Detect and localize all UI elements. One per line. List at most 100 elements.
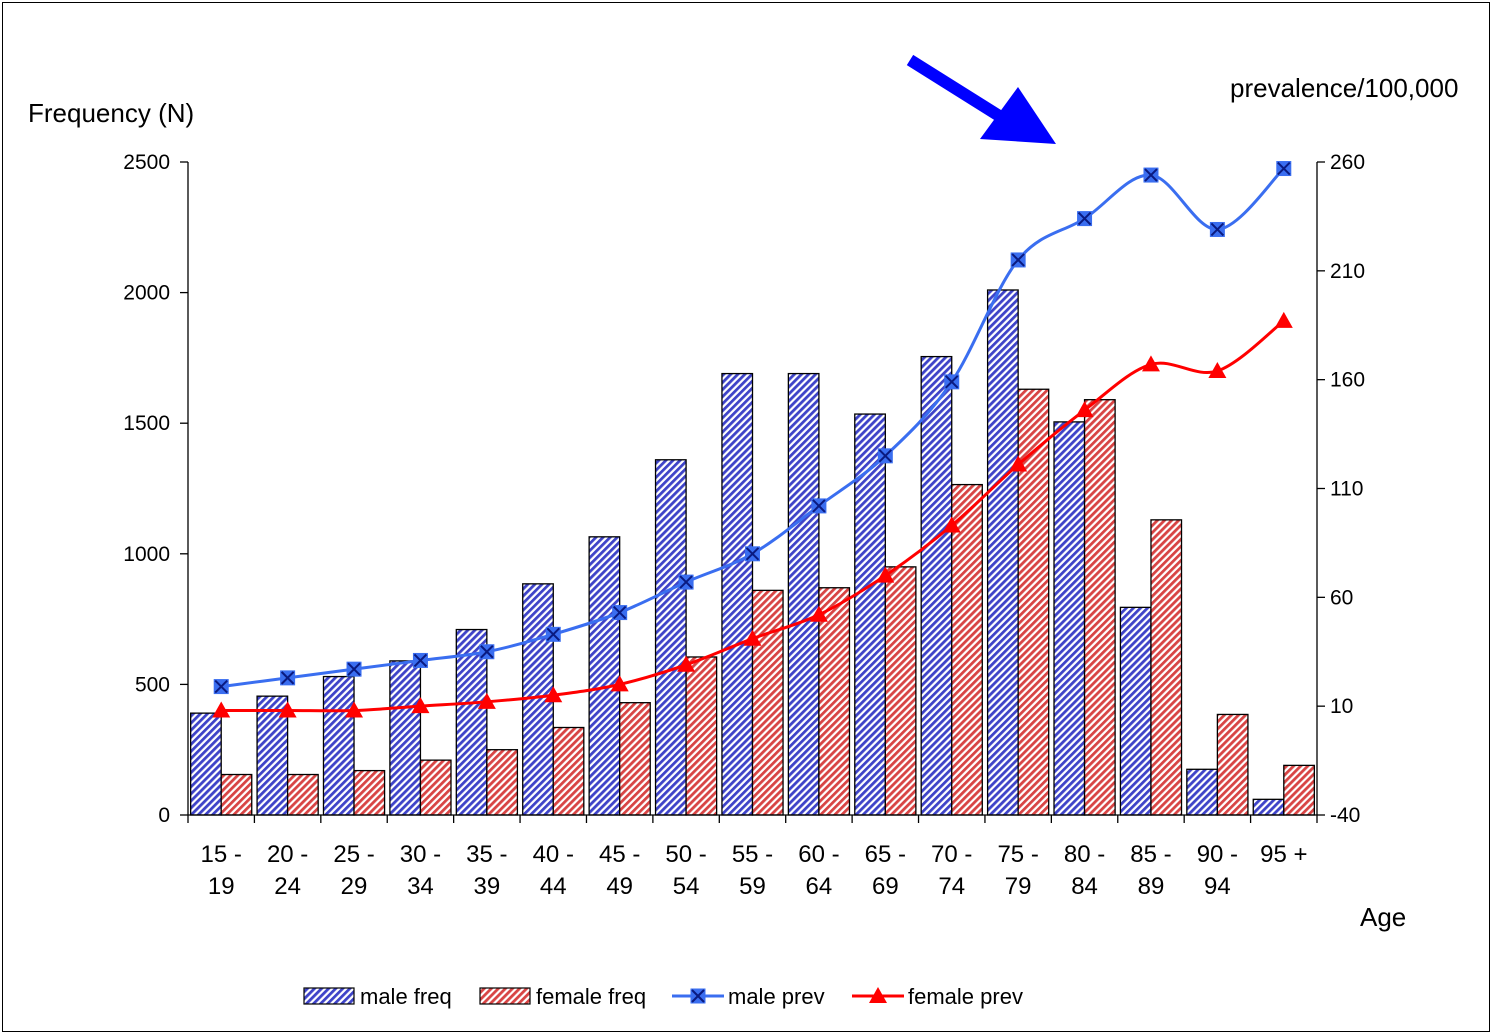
female-prev-point-17: [1274, 311, 1293, 328]
marker-x: [347, 662, 361, 676]
x-tick-label-bottom: 74: [938, 873, 965, 900]
lines: [212, 161, 1293, 718]
legend-item-4: female prev: [852, 984, 1023, 1009]
y2-tick-label: 60: [1330, 586, 1353, 609]
legend-swatch-marker: [690, 988, 706, 1004]
legend-item-3: male prev: [672, 984, 825, 1009]
x-tick-label-bottom: 34: [407, 873, 434, 900]
male-prev-point-15: [1143, 167, 1159, 183]
marker-x: [679, 575, 693, 589]
female-freq-bar-1: [220, 773, 253, 816]
legend-label: female prev: [908, 984, 1023, 1009]
female-freq-bar-3: [353, 769, 386, 816]
male-freq-bar-1: [190, 712, 222, 816]
female-prev-point-14: [1075, 401, 1094, 418]
female-prev-point-9: [743, 629, 762, 646]
male-prev-point-2: [280, 670, 296, 686]
marker-x: [1011, 253, 1025, 267]
legend-swatch: [303, 987, 355, 1005]
male-freq-bar-8: [654, 459, 687, 816]
male-prev-point-5: [479, 644, 495, 660]
female-freq-bar-12: [951, 483, 983, 816]
x-tick-label-top: 85 -: [1130, 841, 1171, 868]
female-prev-line: [221, 319, 1285, 713]
female-freq-bar-14: [1083, 399, 1116, 816]
legend-label: male prev: [728, 984, 825, 1009]
y-axis-title: Frequency (N): [28, 98, 194, 128]
marker-x: [1210, 222, 1225, 237]
female-freq-bar-7: [619, 702, 651, 816]
male-freq-bar-16: [1186, 768, 1219, 816]
male-prev-point-14: [1077, 211, 1093, 227]
marker-x: [1144, 168, 1158, 182]
x-tick-label-bottom: 39: [474, 873, 501, 900]
marker-x: [612, 605, 627, 620]
marker-x: [945, 375, 959, 389]
male-freq-bar-3: [322, 675, 355, 816]
female-prev-point-13: [1009, 455, 1028, 472]
female-prev-point-3: [345, 701, 364, 718]
y2-tick-label: 160: [1330, 369, 1365, 392]
y-tick-label: 500: [135, 673, 170, 696]
female-prev-point-6: [544, 686, 563, 703]
female-freq-bar-16: [1216, 713, 1249, 816]
male-prev-point-4: [412, 652, 428, 668]
x-tick-label-top: 70 -: [931, 841, 972, 868]
x-tick-label-bottom: 69: [872, 873, 899, 900]
male-prev-point-3: [346, 661, 362, 677]
marker-x: [280, 671, 295, 685]
marker-x: [546, 627, 560, 642]
female-freq-bar-9: [751, 589, 784, 816]
female-prev-point-4: [411, 697, 430, 714]
female-prev-point-10: [809, 605, 828, 622]
female-freq-bar-8: [685, 656, 718, 816]
female-freq-bar-5: [486, 749, 519, 816]
x-tick-label-top: 90 -: [1197, 841, 1238, 868]
x-tick-label-bottom: 49: [606, 873, 633, 900]
marker-x: [691, 989, 705, 1003]
female-freq-bar-10: [818, 587, 851, 816]
male-freq-bar-5: [455, 628, 488, 816]
y2-tick-label: 10: [1330, 695, 1353, 718]
male-prev-point-16: [1209, 221, 1225, 237]
y2-tick-label: 210: [1330, 260, 1365, 283]
female-freq-bar-4: [419, 759, 452, 816]
male-prev-point-9: [745, 546, 760, 562]
male-prev-point-12: [944, 374, 960, 390]
y-tick-label: 1000: [123, 543, 170, 566]
x-tick-label-bottom: 24: [274, 873, 301, 900]
x-tick-label-bottom: 44: [540, 873, 567, 900]
marker-x: [1277, 161, 1291, 176]
legend-label: female freq: [536, 984, 646, 1009]
male-freq-bar-7: [588, 536, 621, 816]
x-tick-label-top: 35 -: [466, 841, 507, 868]
x-tick-labels: 15 - 19 20 - 24 25 - 29 30 - 34 35 - 39 40 - 44 45 -…: [201, 841, 1308, 900]
x-tick-label-top: 50 -: [665, 841, 706, 868]
male-prev-point-6: [545, 626, 561, 642]
x-tick-label-top: 60 -: [798, 841, 839, 868]
legend: male freq female freq male prev female prev: [303, 984, 1023, 1009]
male-freq-bar-14: [1053, 421, 1086, 816]
male-freq-bar-11: [854, 413, 886, 816]
marker-x: [214, 679, 228, 694]
female-prev-point-1: [212, 701, 231, 718]
male-prev-point-7: [612, 605, 628, 621]
y2-axis-title: prevalence/100,000: [1230, 73, 1458, 103]
y-tick-label: 1500: [123, 412, 170, 435]
x-axis-title: Age: [1360, 902, 1406, 932]
male-freq-bar-12: [920, 355, 953, 816]
y-tick-label: 2500: [123, 151, 170, 174]
male-freq-bar-4: [389, 660, 422, 816]
x-tick-label-top: 25 -: [333, 841, 374, 868]
y-tick-label: 2000: [123, 282, 170, 305]
female-freq-bar-6: [552, 726, 585, 816]
male-prev-point-11: [877, 448, 893, 464]
male-freq-bar-13: [986, 289, 1019, 816]
x-tick-label-top: 20 -: [267, 841, 308, 868]
female-prev-point-12: [942, 516, 961, 533]
female-freq-bar-11: [884, 566, 917, 816]
x-tick-label-bottom: 19: [208, 873, 235, 900]
x-tick-label-bottom: 54: [673, 873, 700, 900]
marker-x: [745, 547, 760, 561]
